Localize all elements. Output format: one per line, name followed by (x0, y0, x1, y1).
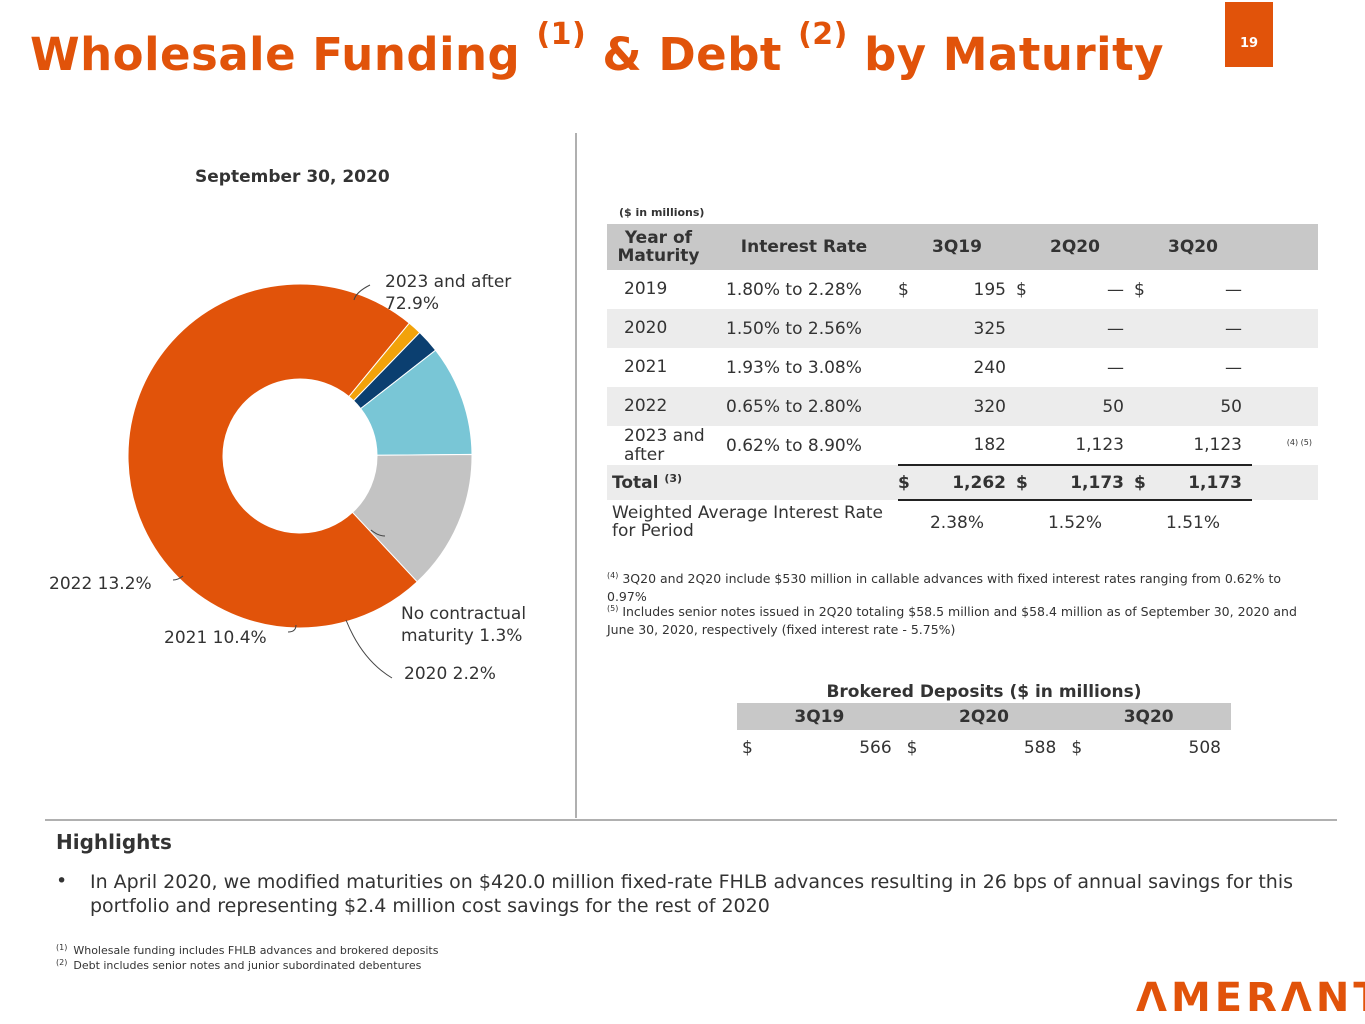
amerant-logo: ΛMERΛNT (1136, 975, 1365, 1021)
header-year: Year of Maturity (607, 224, 710, 270)
table-row: 2021 1.93% to 3.08% 240 — — (624, 357, 1242, 378)
leader-2020 (345, 619, 393, 679)
title-part2: & Debt (602, 28, 782, 81)
row-footnote-ref: (4) (5) (1286, 438, 1312, 447)
brokered-header-3q19: 3Q19 (737, 703, 902, 730)
leader-nocontract (370, 529, 386, 537)
table-header-row: Year of Maturity Interest Rate 3Q19 2Q20… (607, 224, 1318, 270)
brokered-header-3q20: 3Q20 (1066, 703, 1231, 730)
footnote-5: (5) Includes senior notes issued in 2Q20… (607, 604, 1297, 637)
title-sup1: (1) (536, 17, 587, 52)
title-sup2: (2) (798, 17, 848, 52)
bullet-icon: • (56, 870, 68, 892)
table-row: 2023 and after 0.62% to 8.90% 182 1,123 … (607, 426, 1318, 465)
total-row: Total (3) $ 1,262 $ 1,173 $ 1,173 (607, 464, 1318, 501)
header-rate: Interest Rate (710, 224, 898, 270)
cell-rate: 1.80% to 2.28% (726, 279, 862, 300)
vertical-divider (575, 133, 577, 818)
page-number: 19 (1225, 2, 1273, 67)
label-nocontract-line2: maturity 1.3% (401, 626, 523, 646)
label-2021: 2021 10.4% (164, 628, 267, 648)
slice-2022 (351, 453, 473, 583)
header-2q20: 2Q20 (1016, 224, 1134, 270)
leader-2023 (353, 284, 371, 301)
highlights-title: Highlights (56, 830, 172, 854)
header-note (1252, 224, 1318, 270)
weighted-average-row: Weighted Average Interest Rate for Perio… (607, 500, 1318, 544)
table-row: 2022 0.65% to 2.80% 320 50 50 (607, 387, 1318, 426)
footnote-4: (4) 3Q20 and 2Q20 include $530 million i… (607, 571, 1282, 604)
brokered-row: $ 566 $ 588 $ 508 (742, 738, 1221, 758)
footnote-2: (2) Debt includes senior notes and junior… (56, 958, 422, 972)
footnote-1: (1) Wholesale funding includes FHLB advan… (56, 943, 439, 957)
header-3q20: 3Q20 (1134, 224, 1252, 270)
label-2023-and-after: 2023 and after 72.9% (385, 271, 511, 315)
donut-chart (127, 283, 473, 679)
total-label: Total (612, 472, 659, 493)
title-part3: by Maturity (864, 28, 1164, 81)
label-2023-line2: 72.9% (385, 294, 440, 314)
funding-table: Year of Maturity Interest Rate 3Q19 2Q20… (607, 224, 1318, 544)
table-row: 2020 1.50% to 2.56% 325 — — (607, 309, 1318, 348)
label-2023-line1: 2023 and after (385, 272, 512, 292)
leader-2021 (287, 624, 297, 633)
brokered-header-2q20: 2Q20 (901, 703, 1067, 730)
label-no-contractual: No contractual maturity 1.3% (401, 603, 526, 647)
cell-year: 2019 (624, 279, 668, 299)
label-nocontract-line1: No contractual (401, 604, 527, 624)
page-title: Wholesale Funding (1) & Debt (2) by Matu… (30, 17, 1164, 81)
brokered-table: 3Q19 2Q20 3Q20 $ 566 $ 588 $ 508 (737, 703, 1231, 766)
header-3q19: 3Q19 (898, 224, 1016, 270)
chart-title: September 30, 2020 (195, 167, 390, 187)
horizontal-divider (45, 819, 1337, 821)
label-2020: 2020 2.2% (404, 664, 496, 684)
label-2022: 2022 13.2% (49, 574, 152, 594)
leader-2022 (172, 575, 184, 581)
table-footnotes: (4) 3Q20 and 2Q20 include $530 million i… (607, 571, 1319, 637)
highlights-text: In April 2020, we modified maturities on… (90, 871, 1294, 917)
slice-2023-and-after (127, 283, 419, 629)
table-units: ($ in millions) (619, 206, 705, 219)
title-part1: Wholesale Funding (30, 28, 521, 81)
brokered-title: Brokered Deposits ($ in millions) (826, 682, 1142, 702)
table-row: 2019 1.80% to 2.28% $ 195 $ — $ — (607, 270, 1318, 309)
